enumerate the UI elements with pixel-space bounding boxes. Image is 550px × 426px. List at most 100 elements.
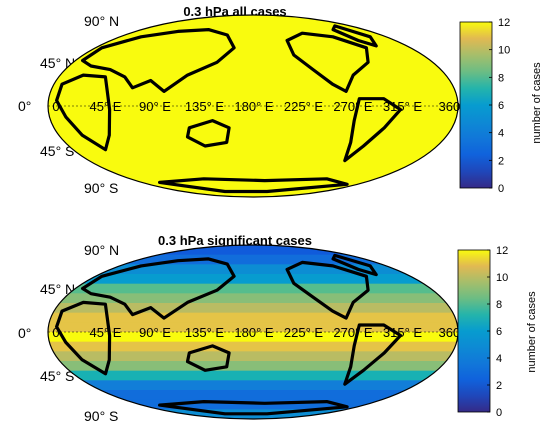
map-svg: 0 45° E 90° E 135° E 180° E 225° E 270° E 315° … — [47, 14, 510, 198]
colorbar — [457, 249, 491, 413]
colorbar-tick-label: 8 — [498, 72, 504, 84]
map-field — [48, 245, 458, 419]
chart-panel-significant-cases: 0.3 hPa significant cases 90° N 45° N 0°… — [0, 213, 550, 426]
lat-band — [48, 15, 458, 26]
lon-tick-label: 0 — [52, 99, 59, 114]
lat-band — [48, 351, 458, 362]
lat-label-90s: 90° S — [84, 180, 119, 196]
lat-band — [48, 45, 458, 57]
lat-band — [48, 75, 458, 87]
lon-tick-label: 45° E — [90, 325, 122, 340]
lat-band — [48, 35, 458, 46]
lat-band — [48, 332, 458, 343]
lon-tick-label: 135° E — [185, 99, 225, 114]
continent-outline — [158, 177, 349, 194]
continent-outline — [343, 97, 403, 163]
colorbar-tick-label: 6 — [498, 100, 504, 112]
lon-tick-label: 45° E — [90, 99, 122, 114]
colorbar-tick-label: 8 — [496, 299, 502, 311]
lon-tick-label: 180° E — [234, 99, 274, 114]
colorbar-tick-label: 4 — [496, 353, 502, 365]
lat-band — [48, 126, 458, 137]
colorbar-label: number of cases — [526, 291, 538, 373]
colorbar-tick-label: 10 — [498, 45, 510, 57]
lat-band — [48, 303, 458, 314]
chart-title: 0.3 hPa significant cases — [158, 233, 312, 248]
chart-panel-all-cases: 0.3 hPa all cases 90° N 45° N 0° 45° S 9… — [18, 4, 543, 198]
continent-outline — [331, 24, 378, 48]
lat-band — [48, 322, 458, 333]
lat-label-45n: 45° N — [40, 55, 76, 71]
lat-band — [48, 283, 458, 294]
continent-outline — [331, 253, 378, 277]
map-border — [47, 14, 459, 198]
colorbar-tick-label: 4 — [498, 128, 504, 140]
lat-band — [48, 95, 458, 107]
colorbar-label: number of cases — [531, 62, 543, 144]
continent-outline — [185, 344, 231, 372]
lat-band — [48, 361, 458, 372]
continent-outline — [285, 31, 370, 94]
colorbar-tick-label: 12 — [498, 17, 510, 29]
lat-band — [48, 85, 458, 97]
continent-outline — [80, 28, 236, 94]
lon-tick-label: 270° E — [333, 99, 373, 114]
colorbar-tick-label: 0 — [496, 407, 502, 419]
continent-outline — [285, 260, 370, 320]
lat-band — [48, 55, 458, 67]
lat-band — [48, 166, 458, 178]
lat-band — [48, 370, 458, 381]
colorbar-tick-label: 12 — [496, 245, 508, 257]
continent-outline — [54, 300, 112, 376]
lat-label-45n: 45° N — [40, 281, 76, 297]
lat-band — [48, 380, 458, 391]
lat-band — [48, 65, 458, 77]
colorbar — [459, 21, 493, 189]
lat-band — [48, 341, 458, 352]
continent-outline — [54, 73, 112, 152]
lat-band — [48, 399, 458, 410]
continent-outline — [343, 323, 403, 386]
lat-band — [48, 264, 458, 275]
colorbar-tick-label: 0 — [498, 183, 504, 195]
lon-tick-label: 0 — [52, 325, 59, 340]
continent-outline — [158, 400, 349, 416]
colorbar-tick-label: 6 — [496, 326, 502, 338]
continent-outline — [80, 257, 236, 320]
map-field — [48, 15, 458, 197]
colorbar-tick-label: 2 — [496, 380, 502, 392]
lon-tick-label: 225° E — [284, 325, 324, 340]
lat-band — [48, 312, 458, 323]
lat-band — [48, 156, 458, 168]
lon-tick-label: 135° E — [185, 325, 225, 340]
lat-band — [48, 116, 458, 127]
lat-label-0: 0° — [18, 98, 32, 114]
lon-tick-label: 270° E — [333, 325, 373, 340]
lat-band — [48, 274, 458, 285]
lon-tick-label: 315° E — [383, 99, 423, 114]
lon-tick-label: 225° E — [284, 99, 324, 114]
lat-band — [48, 390, 458, 401]
colorbar-tick-label: 2 — [498, 155, 504, 167]
lat-band — [48, 136, 458, 148]
continent-outline — [185, 118, 231, 148]
lat-label-45s: 45° S — [40, 143, 75, 159]
lat-band — [48, 254, 458, 265]
lon-tick-label: 360° — [439, 99, 466, 114]
lat-band — [48, 106, 458, 117]
lat-label-0: 0° — [18, 325, 32, 341]
lat-band — [48, 245, 458, 256]
lat-label-90n: 90° N — [84, 242, 120, 258]
lat-label-90n: 90° N — [84, 13, 120, 29]
lat-label-90s: 90° S — [84, 408, 119, 424]
lon-tick-label: 315° E — [383, 325, 423, 340]
map-svg: 0 45° E 90° E 135° E 180° E 225° E 270° E 315° … — [47, 244, 508, 420]
lat-band — [48, 176, 458, 188]
colorbar-tick-label: 10 — [496, 272, 508, 284]
lat-label-45s: 45° S — [40, 368, 75, 384]
lon-tick-label: 90° E — [139, 325, 171, 340]
lon-tick-label: 180° E — [234, 325, 274, 340]
lon-tick-label: 90° E — [139, 99, 171, 114]
lat-band — [48, 146, 458, 158]
lat-band — [48, 25, 458, 36]
